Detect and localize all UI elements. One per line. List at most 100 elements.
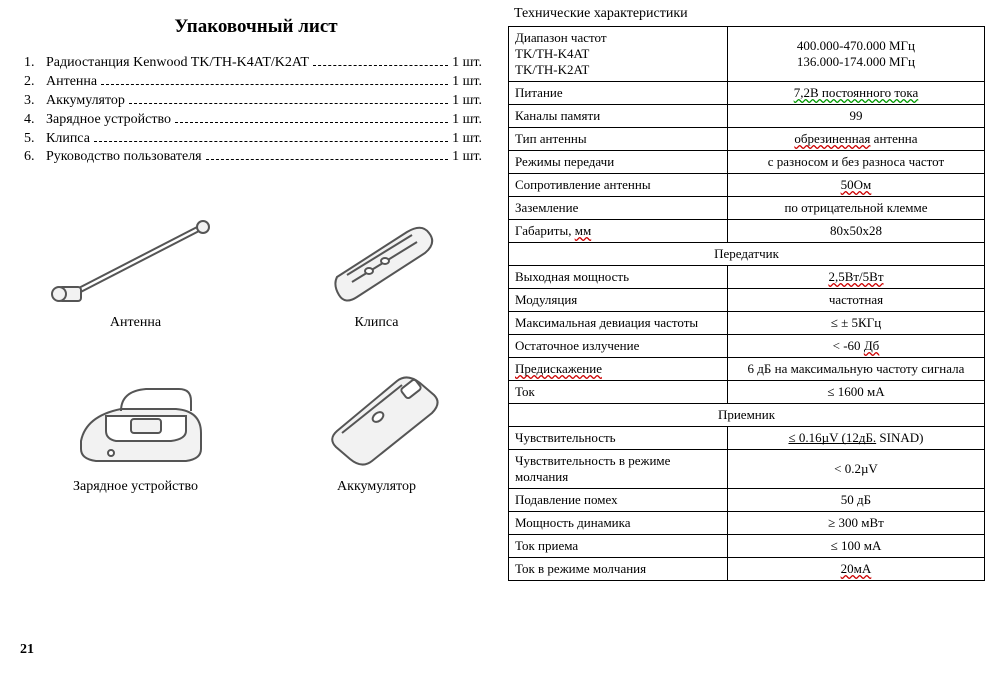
packing-dots (101, 76, 448, 85)
packing-qty: 1 шт. (452, 92, 492, 111)
spec-label: Режимы передачи (509, 151, 728, 174)
spec-row: Модуляциячастотная (509, 289, 985, 312)
spec-value: 2,5Вт/5Вт (727, 266, 984, 289)
spec-section-row: Приемник (509, 404, 985, 427)
spec-section: Передатчик (509, 243, 985, 266)
illus-battery-label: Аккумулятор (261, 479, 492, 495)
spec-label: Заземление (509, 197, 728, 220)
spec-label: Подавление помех (509, 489, 728, 512)
packing-name: Зарядное устройство (46, 111, 171, 130)
packing-dots (206, 151, 449, 160)
spec-section-row: Передатчик (509, 243, 985, 266)
spec-row: Максимальная девиация частоты≤ ± 5КГц (509, 312, 985, 335)
spec-label: Чувствительность в режиме молчания (509, 450, 728, 489)
illus-antenna-label: Антенна (20, 315, 251, 331)
packing-name: Радиостанция Kenwood TK/TH-K4AT/K2AT (46, 54, 309, 73)
packing-item: 3.Аккумулятор1 шт. (20, 92, 492, 111)
illus-battery: Аккумулятор (261, 361, 492, 495)
packing-name: Клипса (46, 130, 90, 149)
packing-num: 5. (20, 130, 46, 149)
clip-icon (297, 207, 457, 307)
packing-name: Руководство пользователя (46, 148, 202, 167)
spec-value: 6 дБ на максимальную частоту сигнала (727, 358, 984, 381)
charger-icon (51, 361, 221, 471)
spec-tbody: Диапазон частотTK/TH-K4ATTK/TH-K2AT400.0… (509, 27, 985, 581)
packing-num: 3. (20, 92, 46, 111)
spec-value: ≤ ± 5КГц (727, 312, 984, 335)
illus-clip: Клипса (261, 207, 492, 331)
illustration-grid: Антенна Клипса (20, 207, 492, 495)
spec-row: Ток≤ 1600 мА (509, 381, 985, 404)
packing-num: 1. (20, 54, 46, 73)
packing-item: 5.Клипса 1 шт. (20, 130, 492, 149)
battery-icon (302, 361, 452, 471)
left-column: Упаковочный лист 1.Радиостанция Kenwood … (0, 0, 500, 676)
spec-label: Тип антенны (509, 128, 728, 151)
spec-row: Ток в режиме молчания20мА (509, 558, 985, 581)
spec-row: Сопротивление антенны50Ом (509, 174, 985, 197)
spec-table: Диапазон частотTK/TH-K4ATTK/TH-K2AT400.0… (508, 26, 985, 581)
spec-value: < -60 Дб (727, 335, 984, 358)
spec-label: Максимальная девиация частоты (509, 312, 728, 335)
spec-value: с разносом и без разноса частот (727, 151, 984, 174)
spec-value: по отрицательной клемме (727, 197, 984, 220)
spec-value: 400.000-470.000 МГц136.000-174.000 МГц (727, 27, 984, 82)
packing-num: 4. (20, 111, 46, 130)
packing-num: 6. (20, 148, 46, 167)
spec-label: Диапазон частотTK/TH-K4ATTK/TH-K2AT (509, 27, 728, 82)
packing-qty: 1 шт. (452, 130, 492, 149)
spec-value: 99 (727, 105, 984, 128)
spec-value: 50Ом (727, 174, 984, 197)
spec-label: Ток в режиме молчания (509, 558, 728, 581)
packing-title: Упаковочный лист (20, 16, 492, 38)
spec-row: Мощность динамика≥ 300 мВт (509, 512, 985, 535)
spec-row: Подавление помех50 дБ (509, 489, 985, 512)
antenna-icon (41, 207, 231, 307)
spec-row: Тип антенныобрезиненная антенна (509, 128, 985, 151)
spec-label: Остаточное излучение (509, 335, 728, 358)
spec-label: Чувствительность (509, 427, 728, 450)
packing-item: 6.Руководство пользователя1 шт. (20, 148, 492, 167)
packing-dots (175, 114, 448, 123)
packing-name: Антенна (46, 73, 97, 92)
packing-dots (313, 57, 448, 66)
spec-value: обрезиненная антенна (727, 128, 984, 151)
packing-item: 4.Зарядное устройство 1 шт. (20, 111, 492, 130)
packing-dots (129, 95, 448, 104)
spec-row: Габариты, мм80x50x28 (509, 220, 985, 243)
spec-label: Ток приема (509, 535, 728, 558)
packing-qty: 1 шт. (452, 111, 492, 130)
spec-label: Сопротивление антенны (509, 174, 728, 197)
spec-row: Питание7,2В постоянного тока (509, 82, 985, 105)
spec-label: Мощность динамика (509, 512, 728, 535)
illus-antenna: Антенна (20, 207, 251, 331)
spec-label: Модуляция (509, 289, 728, 312)
spec-row: Остаточное излучение< -60 Дб (509, 335, 985, 358)
packing-item: 2.Антенна 1 шт. (20, 73, 492, 92)
spec-row: Режимы передачис разносом и без разноса … (509, 151, 985, 174)
spec-row: Каналы памяти99 (509, 105, 985, 128)
packing-qty: 1 шт. (452, 73, 492, 92)
page-number: 21 (20, 642, 34, 658)
packing-item: 1.Радиостанция Kenwood TK/TH-K4AT/K2AT 1 … (20, 54, 492, 73)
spec-row: Ток приема≤ 100 мА (509, 535, 985, 558)
packing-qty: 1 шт. (452, 54, 492, 73)
spec-label: Ток (509, 381, 728, 404)
spec-row: Диапазон частотTK/TH-K4ATTK/TH-K2AT400.0… (509, 27, 985, 82)
illus-charger: Зарядное устройство (20, 361, 251, 495)
right-column: Технические характеристики Диапазон част… (500, 0, 993, 676)
spec-label: Выходная мощность (509, 266, 728, 289)
spec-title: Технические характеристики (514, 6, 985, 22)
spec-value: < 0.2µV (727, 450, 984, 489)
packing-list: 1.Радиостанция Kenwood TK/TH-K4AT/K2AT 1 … (20, 54, 492, 167)
spec-value: частотная (727, 289, 984, 312)
spec-value: ≤ 100 мА (727, 535, 984, 558)
spec-row: Заземлениепо отрицательной клемме (509, 197, 985, 220)
spec-value: ≥ 300 мВт (727, 512, 984, 535)
spec-value: ≤ 0.16µV (12дБ. SINAD) (727, 427, 984, 450)
spec-row: Предискажение6 дБ на максимальную частот… (509, 358, 985, 381)
packing-dots (94, 132, 448, 141)
spec-row: Выходная мощность2,5Вт/5Вт (509, 266, 985, 289)
packing-num: 2. (20, 73, 46, 92)
spec-value: 7,2В постоянного тока (727, 82, 984, 105)
